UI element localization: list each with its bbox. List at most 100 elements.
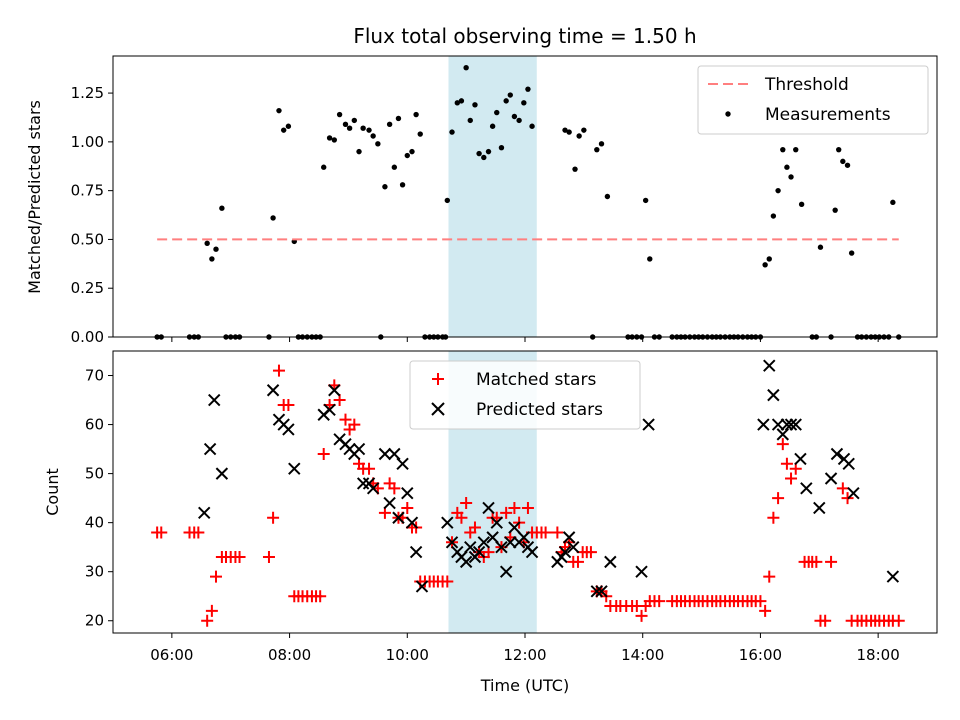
top-y-tick-label: 0.75: [71, 182, 104, 200]
measurement-point: [494, 109, 500, 116]
predicted-point: [590, 585, 604, 598]
predicted-point: [824, 472, 838, 485]
predicted-stars-series: [198, 359, 900, 598]
measurement-point: [848, 250, 855, 256]
legend-predicted-swatch: [431, 402, 445, 416]
bottom-x-tick-label: 06:00: [150, 646, 193, 664]
measurement-point: [326, 135, 333, 141]
legend-measurements-label: Measurements: [765, 105, 891, 125]
predicted-point: [763, 359, 776, 372]
measurement-point: [204, 240, 210, 247]
measurement-point: [270, 215, 276, 221]
predicted-point: [464, 540, 477, 554]
measurement-point: [511, 113, 518, 120]
measurement-point: [840, 158, 846, 165]
measurement-point: [793, 146, 799, 153]
matched-point: [155, 526, 168, 539]
matched-point: [363, 462, 376, 475]
measurement-point: [594, 146, 600, 153]
measurement-point: [413, 111, 419, 118]
bottom-y-tick-label: 50: [85, 465, 104, 483]
measurement-point: [454, 100, 461, 106]
matched-point: [776, 438, 789, 451]
measurement-point: [213, 246, 219, 252]
predicted-point: [800, 482, 813, 495]
matched-point: [653, 595, 666, 608]
measurement-point: [890, 199, 896, 206]
measurement-point: [360, 125, 366, 131]
matched-point: [772, 492, 785, 505]
measurement-point: [780, 146, 786, 153]
measurement-point: [836, 146, 842, 153]
matched-point: [819, 614, 832, 627]
measurement-point: [209, 256, 215, 262]
bottom-y-tick-label: 20: [85, 612, 104, 630]
bottom-legend: Matched stars Predicted stars: [409, 360, 641, 430]
bottom-x-tick-label: 08:00: [268, 646, 311, 664]
predicted-point: [789, 418, 802, 431]
matched-point: [282, 398, 295, 411]
measurement-point: [386, 121, 393, 127]
predicted-point: [356, 477, 370, 490]
predicted-point: [378, 447, 392, 461]
predicted-point: [396, 457, 409, 471]
top-y-tick-label: 1.00: [71, 133, 104, 151]
predicted-point: [388, 447, 401, 461]
matched-point: [584, 546, 597, 559]
figure-title: Flux total observing time = 1.50 h: [353, 24, 696, 48]
bottom-y-tick-label: 60: [85, 416, 104, 434]
matched-point: [500, 506, 513, 519]
predicted-point: [352, 442, 366, 456]
top-y-tick-label: 0.50: [71, 230, 104, 248]
matched-point: [571, 555, 584, 568]
measurement-point: [525, 86, 531, 92]
measurement-point: [775, 187, 781, 194]
matched-point: [233, 550, 246, 563]
matched-point: [348, 418, 361, 431]
predicted-point: [208, 393, 221, 407]
measurement-point: [503, 98, 509, 104]
predicted-point: [847, 487, 860, 500]
top-y-axis: 0.00 0.25 0.50 0.75 1.00 1.25: [71, 84, 113, 346]
matched-point: [192, 526, 205, 539]
top-x-axis: [171, 337, 879, 342]
bottom-x-tick-label: 10:00: [386, 646, 429, 664]
measurement-point: [399, 182, 406, 188]
measurement-point: [336, 111, 343, 118]
measurement-point: [476, 150, 482, 157]
matched-point: [836, 482, 849, 495]
measurement-point: [489, 123, 496, 129]
matched-point: [551, 526, 564, 539]
predicted-point: [282, 423, 295, 436]
measurement-point: [566, 129, 572, 135]
measurement-point: [844, 162, 851, 168]
top-panel: 0.00 0.25 0.50 0.75 1.00 1.25 Matched/Predict…: [25, 55, 938, 346]
bottom-x-tick-label: 18:00: [857, 646, 900, 664]
measurement-point: [770, 213, 777, 219]
predicted-point: [558, 545, 572, 559]
measurement-point: [391, 164, 398, 170]
predicted-point: [445, 536, 459, 549]
measurement-point: [331, 137, 338, 143]
predicted-point: [784, 418, 798, 431]
measurement-point: [572, 166, 578, 172]
bottom-panel: 20 30 40 50 60 70 06:00 08:00 10:00 12:00 14:00 16…: [43, 350, 938, 695]
matched-point: [201, 614, 214, 627]
predicted-point: [203, 442, 217, 456]
measurement-point: [581, 127, 587, 133]
measurement-point: [444, 197, 451, 204]
matched-point: [754, 595, 767, 608]
predicted-point: [780, 418, 794, 431]
bottom-y-axis-label: Count: [43, 468, 62, 516]
matched-point: [892, 614, 905, 627]
measurement-point: [784, 164, 790, 170]
matched-point: [455, 511, 468, 524]
matched-point: [759, 604, 772, 617]
legend-threshold-label: Threshold: [764, 75, 849, 95]
matched-point: [468, 521, 481, 534]
measurement-point: [382, 184, 388, 190]
measurement-point: [321, 164, 327, 170]
bottom-y-tick-label: 70: [85, 367, 104, 385]
predicted-point: [409, 545, 423, 559]
